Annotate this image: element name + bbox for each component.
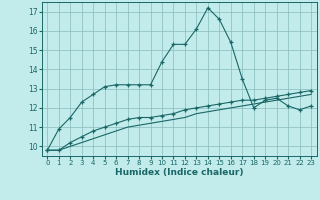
X-axis label: Humidex (Indice chaleur): Humidex (Indice chaleur): [115, 168, 244, 177]
